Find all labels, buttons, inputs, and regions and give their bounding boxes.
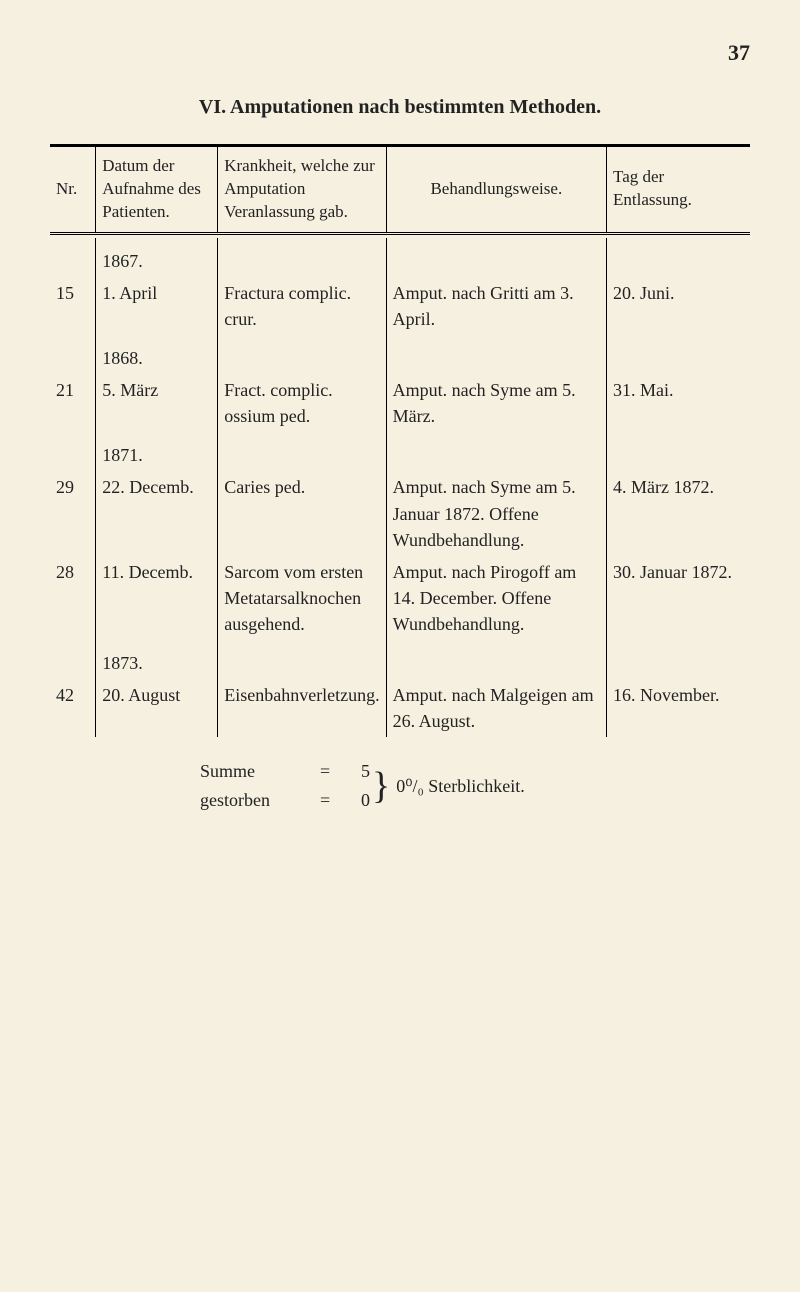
cell-krank (218, 335, 386, 374)
cell-nr (50, 640, 96, 679)
cell-tag: 31. Mai. (607, 374, 750, 432)
header-datum: Datum der Aufnahme des Patienten. (96, 147, 218, 232)
table-row: 1871. (50, 432, 750, 471)
gestorben-value: 0 (350, 786, 370, 815)
cell-datum: 20. August (96, 679, 218, 737)
cell-tag: 20. Juni. (607, 277, 750, 335)
cell-nr: 21 (50, 374, 96, 432)
eq-sign: = (320, 757, 350, 786)
table-row: 29 22. Decemb. Caries ped. Amput. nach S… (50, 471, 750, 555)
table-row: 21 5. März Fract. complic. ossium ped. A… (50, 374, 750, 432)
cell-krank (218, 640, 386, 679)
cell-datum: 22. Decemb. (96, 471, 218, 555)
header-tag: Tag der Entlassung. (607, 147, 750, 232)
cell-tag: 30. Januar 1872. (607, 556, 750, 640)
cell-krank: Fract. complic. ossium ped. (218, 374, 386, 432)
cell-nr: 42 (50, 679, 96, 737)
cell-behand (386, 640, 606, 679)
cell-krank: Sarcom vom ersten Metatarsalknochen ausg… (218, 556, 386, 640)
sterblichkeit-text: 0⁰/₀ Sterblichkeit. (396, 772, 524, 801)
cell-krank (218, 238, 386, 277)
cell-tag: 4. März 1872. (607, 471, 750, 555)
table-row: 15 1. April Fractura complic. crur. Ampu… (50, 277, 750, 335)
cell-datum: 5. März (96, 374, 218, 432)
cell-krank: Eisenbahnverletzung. (218, 679, 386, 737)
table-row: 42 20. August Eisenbahnverletzung. Amput… (50, 679, 750, 737)
summe-label: Summe (200, 757, 320, 786)
header-krankheit: Krankheit, welche zur Amputation Veranla… (218, 147, 386, 232)
gestorben-label: gestorben (200, 786, 320, 815)
header-row: Nr. Datum der Aufnahme des Patienten. Kr… (50, 147, 750, 232)
cell-datum: 1871. (96, 432, 218, 471)
section-title: VI. Amputationen nach bestimmten Methode… (50, 96, 750, 119)
cell-tag (607, 640, 750, 679)
cell-datum: 11. Decemb. (96, 556, 218, 640)
eq-sign: = (320, 786, 350, 815)
summary-block: Summe = 5 gestorben = 0 } 0⁰/₀ Sterblich… (200, 757, 750, 815)
cell-tag (607, 432, 750, 471)
table-row: 1867. (50, 238, 750, 277)
cell-behand (386, 238, 606, 277)
cell-krank: Caries ped. (218, 471, 386, 555)
cell-behand (386, 432, 606, 471)
header-nr: Nr. (50, 147, 96, 232)
cell-nr: 29 (50, 471, 96, 555)
cell-nr (50, 238, 96, 277)
table-row: 28 11. Decemb. Sarcom vom ersten Metatar… (50, 556, 750, 640)
cell-tag (607, 335, 750, 374)
table-row: 1873. (50, 640, 750, 679)
cell-datum: 1. April (96, 277, 218, 335)
cell-tag: 16. November. (607, 679, 750, 737)
cell-tag (607, 238, 750, 277)
cell-datum: 1868. (96, 335, 218, 374)
amputation-table: Nr. Datum der Aufnahme des Patienten. Kr… (50, 147, 750, 737)
summe-value: 5 (350, 757, 370, 786)
cell-behand (386, 335, 606, 374)
cell-nr (50, 335, 96, 374)
cell-krank (218, 432, 386, 471)
cell-behand: Amput. nach Malgeigen am 26. August. (386, 679, 606, 737)
table-row: 1868. (50, 335, 750, 374)
cell-behand: Amput. nach Gritti am 3. April. (386, 277, 606, 335)
cell-nr: 28 (50, 556, 96, 640)
cell-behand: Amput. nach Syme am 5. Januar 1872. Offe… (386, 471, 606, 555)
cell-behand: Amput. nach Syme am 5. März. (386, 374, 606, 432)
page-number: 37 (50, 40, 750, 66)
cell-krank: Fractura complic. crur. (218, 277, 386, 335)
cell-behand: Amput. nach Pirogoff am 14. December. Of… (386, 556, 606, 640)
cell-datum: 1873. (96, 640, 218, 679)
cell-nr (50, 432, 96, 471)
header-behandlung: Behandlungsweise. (386, 147, 606, 232)
cell-datum: 1867. (96, 238, 218, 277)
cell-nr: 15 (50, 277, 96, 335)
brace-icon: } (372, 771, 390, 801)
